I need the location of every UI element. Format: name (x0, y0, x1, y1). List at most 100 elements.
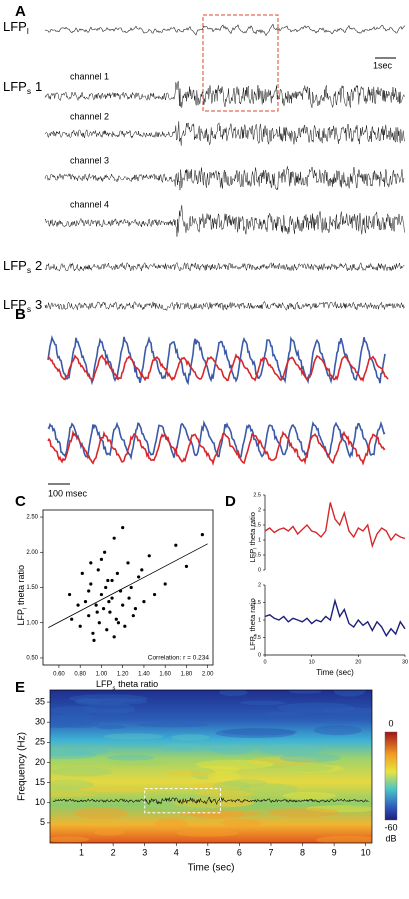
label-rest: theta ratio (248, 512, 257, 545)
scatter-point (70, 617, 74, 621)
scatter-point (80, 571, 84, 576)
scatter-point (92, 638, 96, 642)
scatter-point (89, 561, 93, 565)
heatmap-texture (315, 835, 372, 843)
heatmap-texture (195, 759, 274, 770)
scatter-point (140, 568, 144, 572)
heatmap-texture (258, 743, 323, 756)
scatter-point (83, 599, 88, 604)
highlight-box (144, 788, 221, 814)
label-main: LFP (3, 79, 27, 94)
y-tick-label: 2.5 (253, 492, 261, 498)
heatmap-texture (212, 781, 251, 791)
scatter-point (78, 624, 82, 628)
y-axis-label: Frequency (Hz) (17, 732, 28, 801)
x-axis-label: Time (sec) (188, 863, 235, 874)
heatmap-texture (291, 761, 335, 769)
signal-trace (47, 419, 386, 461)
heatmap-texture (283, 764, 344, 773)
scatter-point (147, 554, 151, 558)
scatter-point (131, 614, 135, 618)
label-rest: theta ratio (16, 565, 26, 605)
x-tick-label: 0.80 (74, 672, 86, 678)
heatmap-texture (68, 694, 148, 703)
signal-trace (44, 23, 406, 37)
signal-trace (47, 353, 389, 383)
heatmap-texture (160, 743, 205, 752)
x-tick-label: 4 (174, 847, 179, 857)
scatter-point (76, 603, 80, 607)
heatmap-texture (282, 764, 334, 773)
y-tick-label: 1.50 (26, 585, 38, 591)
highlight-box (202, 14, 279, 112)
y-tick-label: 1 (258, 617, 261, 623)
plot-frame (49, 689, 373, 844)
x-axis-label: Time (sec) (316, 668, 354, 677)
signal-trace (45, 121, 405, 146)
y-tick-label: 0.50 (26, 656, 38, 662)
label-suffix: 1 (35, 79, 42, 94)
x-tick-label: 2 (111, 847, 116, 857)
heatmap-texture (239, 783, 298, 795)
y-tick-label: 1 (258, 537, 261, 543)
heatmap-texture (288, 690, 322, 694)
scatter-point (67, 592, 72, 597)
heatmap-texture (50, 705, 99, 714)
label-rest: theta ratio (118, 679, 158, 689)
panel-label: A (15, 3, 26, 20)
heatmap-texture (305, 805, 372, 813)
scatter-point (184, 564, 189, 568)
heatmap-texture (103, 733, 164, 740)
fit-line (48, 543, 208, 629)
heatmap-texture (215, 728, 296, 739)
x-tick-label: 0.60 (53, 672, 65, 678)
heatmap-texture (211, 744, 254, 755)
scatter-point (114, 617, 118, 621)
scatter-point (152, 592, 157, 597)
heatmap-texture (207, 771, 241, 782)
y-tick-label: 1.5 (253, 600, 261, 606)
heatmap-texture (165, 770, 220, 776)
scatter-point (137, 575, 141, 579)
y-tick-label: 10 (35, 797, 45, 807)
scale-bar-label: 100 msec (48, 488, 88, 498)
heatmap-texture (177, 810, 262, 817)
heatmap-texture (50, 748, 91, 757)
y-tick-label: 1.5 (253, 522, 261, 528)
heatmap-texture (220, 819, 263, 827)
heatmap-texture (194, 765, 240, 774)
y-tick-label: 0 (258, 652, 261, 658)
panel-label: B (15, 306, 26, 323)
heatmap-texture (98, 708, 136, 713)
channel-label: channel 4 (70, 199, 109, 209)
y-tick-label: 35 (35, 696, 45, 706)
x-tick-label: 2.00 (202, 672, 214, 678)
signal-trace (44, 205, 405, 237)
signal-trace (44, 81, 405, 109)
heatmap-texture (279, 753, 341, 763)
heatmap-texture (190, 767, 216, 780)
label-sub: l (253, 548, 259, 549)
label: LFPl theta ratio (16, 565, 28, 626)
label-sub: s (254, 633, 259, 636)
label-main: LFP (3, 297, 27, 312)
scatter-point (101, 607, 106, 611)
scatter-point (95, 610, 99, 614)
heatmap-texture (277, 702, 355, 713)
heatmap-texture (248, 756, 319, 767)
label: LFPs 3 (3, 297, 42, 314)
signal-trace (44, 166, 405, 191)
heatmap-texture (76, 698, 148, 705)
scatter-point (121, 526, 125, 530)
annotation: Correlation: r = 0.234 (148, 655, 210, 662)
scatter-point (87, 614, 91, 618)
heatmap-texture (50, 722, 73, 729)
y-tick-label: 2 (258, 507, 261, 513)
x-tick-label: 5 (205, 847, 210, 857)
signal-trace (44, 300, 405, 311)
scatter-point (97, 621, 101, 625)
heatmap-texture (321, 707, 372, 714)
x-tick-label: 1.40 (138, 672, 150, 678)
scatter-point (115, 571, 119, 576)
heatmap-texture (107, 754, 155, 761)
